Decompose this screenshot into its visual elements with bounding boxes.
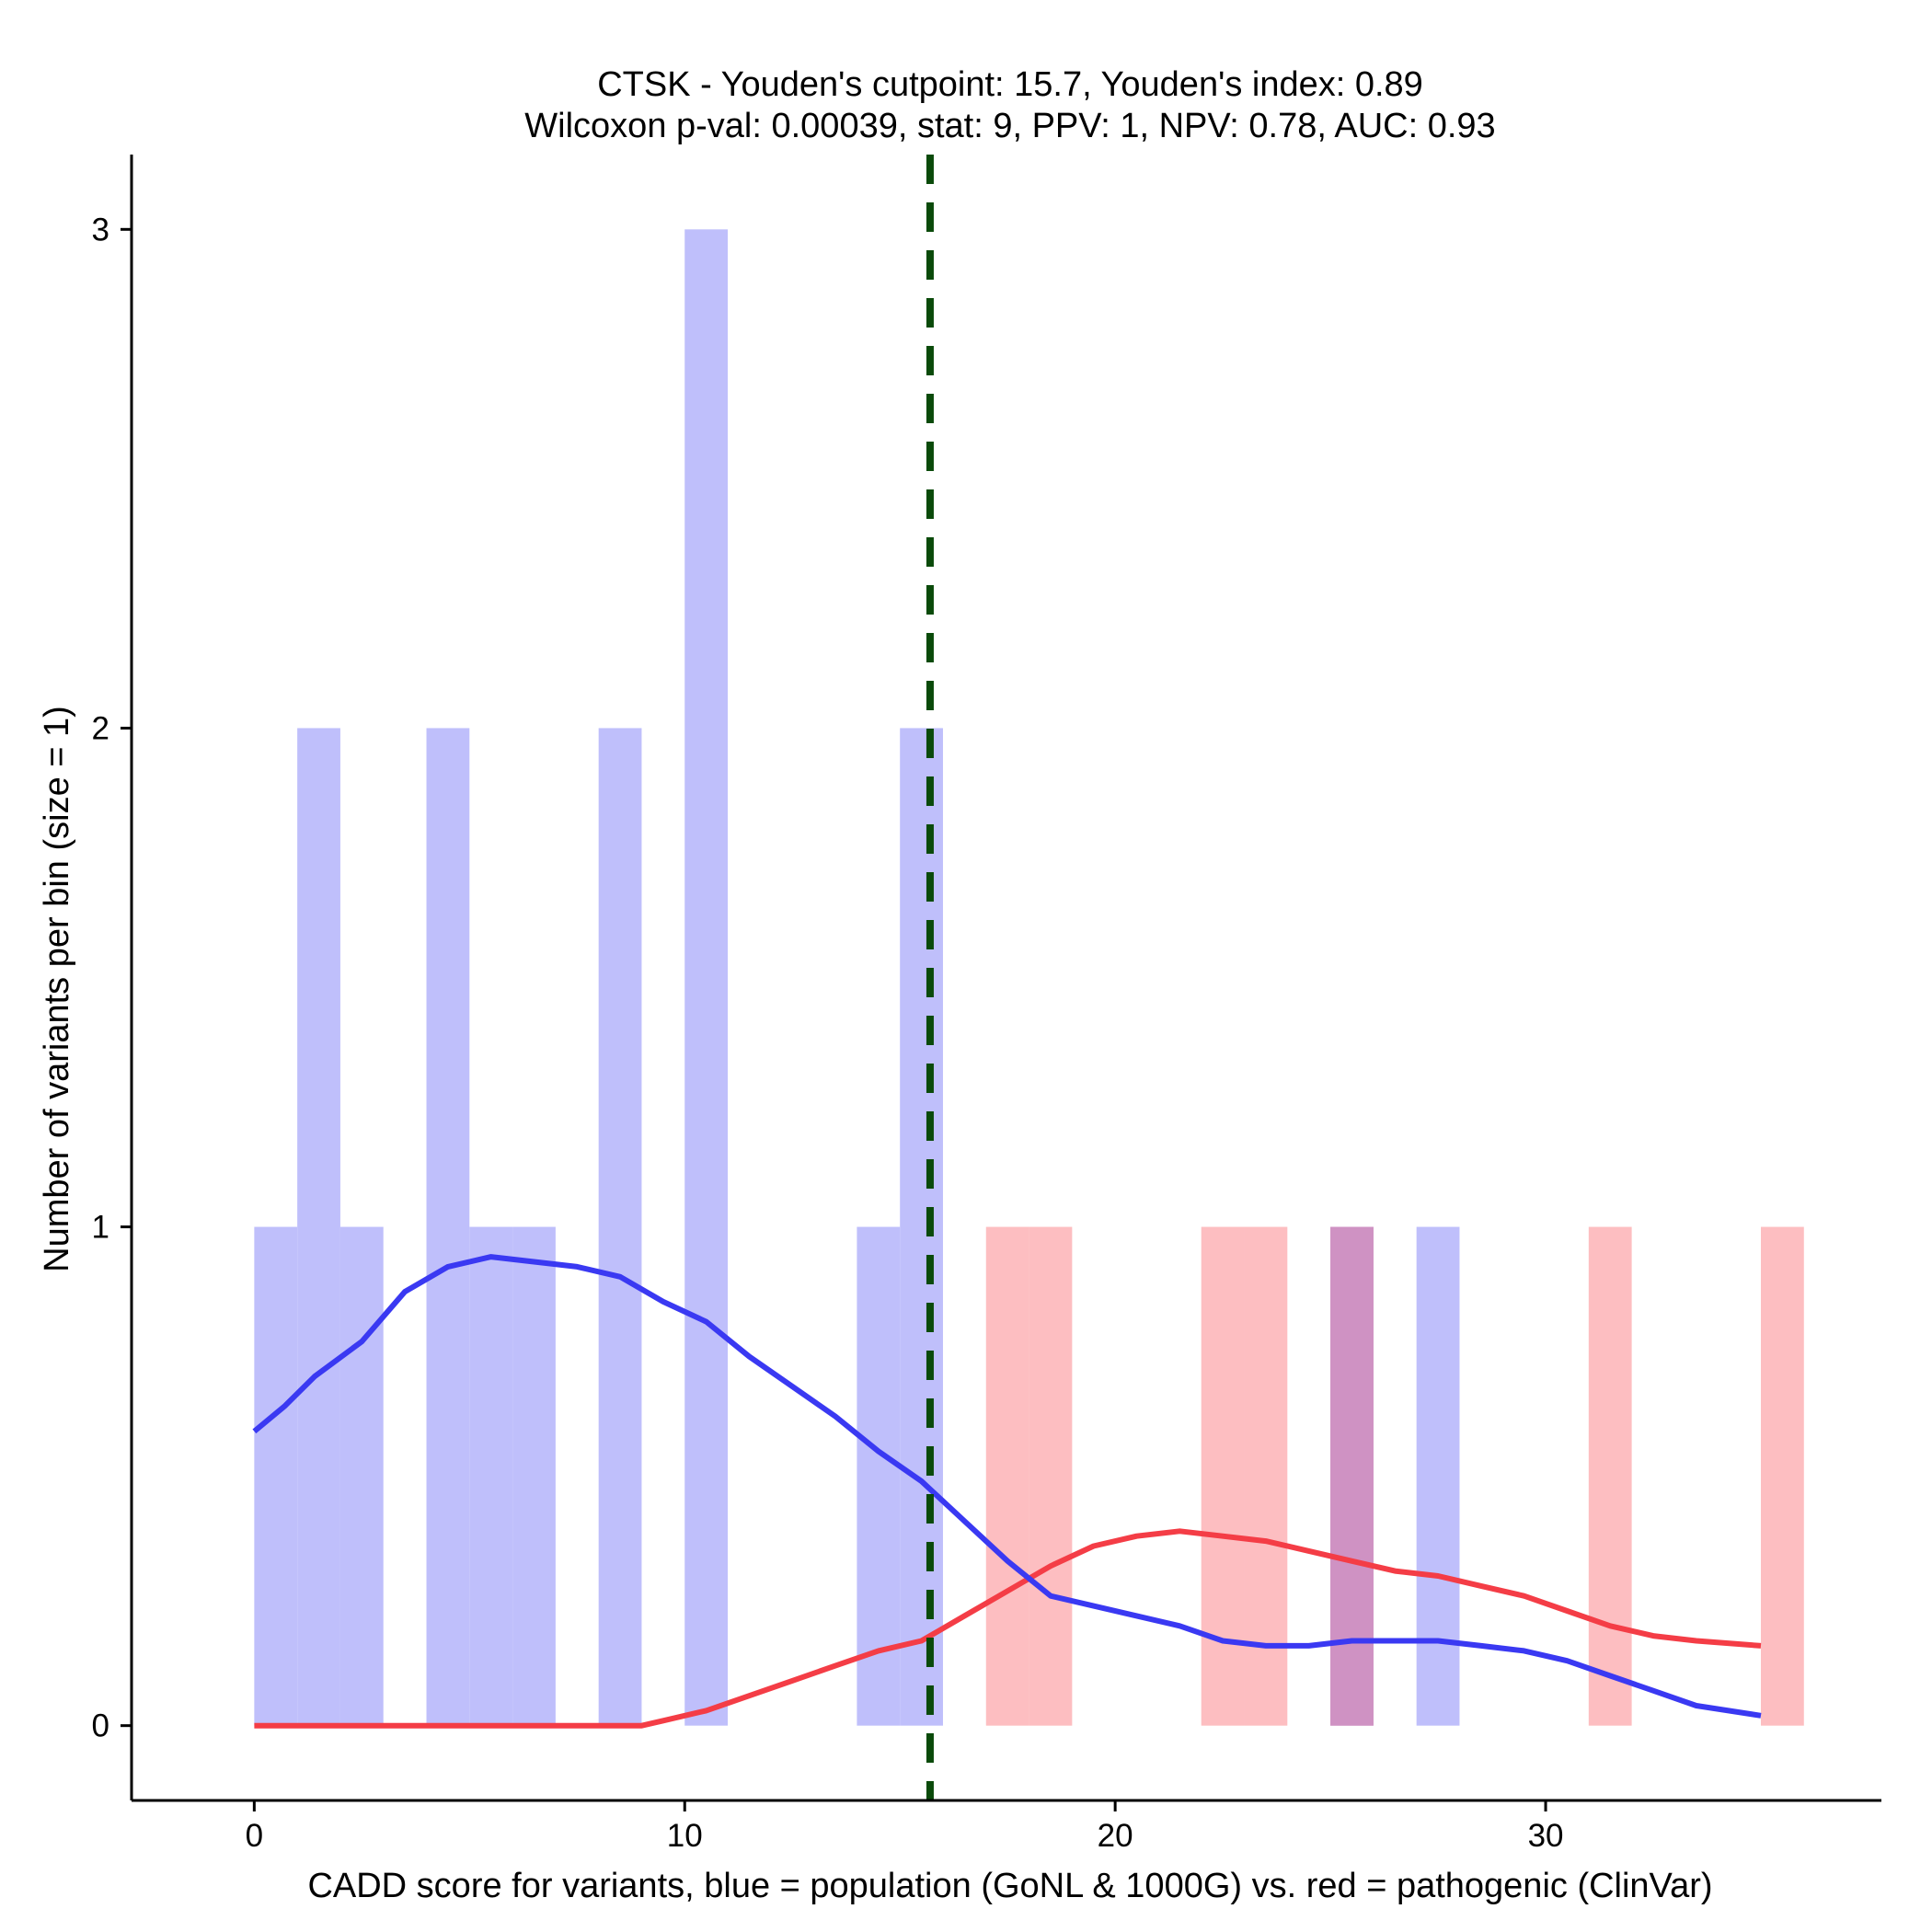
pathogenic-density-line xyxy=(254,1528,1762,1729)
pathogenic-bar-18 xyxy=(1029,1226,1073,1726)
y-tick-label-1: 1 xyxy=(92,1210,109,1246)
axes-layer xyxy=(130,155,1881,1802)
population-bar-8 xyxy=(598,728,642,1726)
population-bar-6 xyxy=(512,1226,556,1726)
x-axis-label: CADD score for variants, blue = populati… xyxy=(307,1867,1712,1905)
population-bar-27 xyxy=(1416,1226,1460,1726)
y-tick-label-0: 0 xyxy=(92,1708,109,1744)
x-tick-label-30: 30 xyxy=(1528,1818,1564,1854)
population-density-line xyxy=(252,1254,1762,1719)
pathogenic-bar-22 xyxy=(1201,1226,1245,1726)
population-bar-5 xyxy=(469,1226,513,1726)
pathogenic-bar-31 xyxy=(1588,1226,1632,1726)
chart-title-line-2: Wilcoxon p-val: 0.00039, stat: 9, PPV: 1… xyxy=(524,107,1495,145)
pathogenic-bar-17 xyxy=(985,1226,1029,1726)
density-lines-layer xyxy=(252,1254,1762,1729)
population-bar-10 xyxy=(684,229,729,1726)
y-axis-label: Number of variants per bin (size = 1) xyxy=(38,706,76,1272)
population-bar-15 xyxy=(900,728,943,1726)
pathogenic-bar-35 xyxy=(1760,1226,1804,1726)
bars-layer xyxy=(254,229,1804,1726)
overlap-bar-25 xyxy=(1330,1226,1374,1726)
y-tick-label-3: 3 xyxy=(92,212,109,247)
x-tick-label-0: 0 xyxy=(246,1818,263,1854)
population-bar-4 xyxy=(426,728,470,1726)
pathogenic-bar-23 xyxy=(1244,1226,1288,1726)
y-tick-label-2: 2 xyxy=(92,710,109,746)
population-bar-0 xyxy=(254,1226,298,1726)
ticks-layer: 0 10 20 30 0 1 2 3 xyxy=(92,212,1564,1854)
x-tick-label-10: 10 xyxy=(667,1818,703,1854)
population-bar-1 xyxy=(297,728,340,1726)
population-bar-2 xyxy=(339,1226,384,1726)
x-tick-label-20: 20 xyxy=(1098,1818,1133,1854)
population-bar-14 xyxy=(857,1226,901,1726)
chart-title-line-1: CTSK - Youden's cutpoint: 15.7, Youden's… xyxy=(597,65,1423,104)
